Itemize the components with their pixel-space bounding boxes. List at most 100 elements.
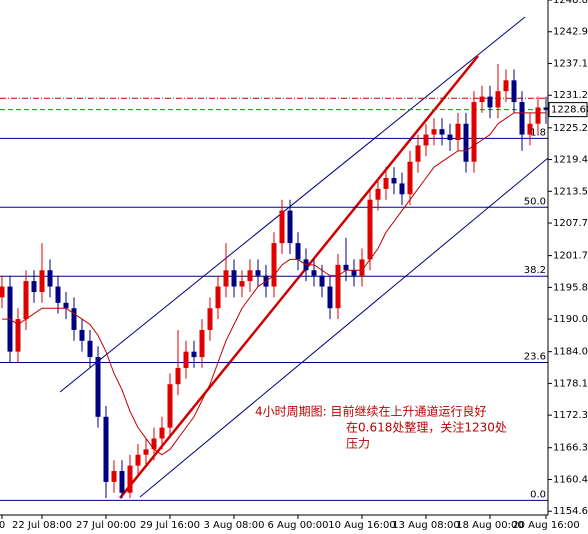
candle-body [15,319,21,352]
y-tick-label: 1172.30 [553,410,588,421]
x-tick-label: 22 Jul 08:00 [12,520,72,531]
y-tick-label: 1178.15 [553,378,588,389]
annotation: 4小时周期图: 目前继续在上升通道运行良好 [255,404,487,419]
y-tick-label: 1225.25 [553,123,588,134]
y-tick-label: 1195.85 [553,282,588,293]
candle-body [207,308,213,330]
candle-body [335,264,341,309]
candle-body [79,329,85,341]
candle-body [215,286,221,309]
candle-body [255,270,261,276]
candle-body [487,96,493,108]
candle-body [479,96,485,103]
candle-body [271,243,277,287]
y-tick-label: 1160.45 [553,474,588,485]
channel-upper [59,16,526,393]
fib-label: 0.0 [530,489,546,500]
candle-body [407,161,413,195]
candle-body [47,270,53,287]
candle-body [415,145,421,162]
x-tick-label: 10 Aug 16:00 [328,520,395,531]
candle-body [463,123,469,162]
y-tick-label: 1154.60 [553,506,588,517]
last-price-box [548,102,588,118]
x-tick-label: 6 Aug 00:00 [267,520,328,531]
candle-body [143,449,149,455]
candle-body [279,210,285,244]
candle-body [319,275,325,287]
fib-label: 1.8 [530,127,546,138]
y-tick-label: 1201.70 [553,251,588,262]
candle-body [63,302,69,309]
candle-body [247,270,253,282]
y-tick-label: 1219.40 [553,155,588,166]
candle-body [311,270,317,276]
candle-body [495,91,501,108]
candle-body [511,80,517,103]
y-tick-label: 1231.25 [553,90,588,101]
x-tick-label: 18 Aug 00:00 [456,520,523,531]
y-tick-label: 1248.80 [553,0,588,6]
candle-body [375,188,381,200]
candle-body [535,107,541,124]
candle-body [175,367,181,385]
candle-body [87,340,93,358]
candle-body [183,351,189,368]
candle-body [231,270,237,287]
annotation: 压力 [346,437,370,451]
candle-body [527,123,533,135]
candle-body [503,80,509,92]
candle-body [127,465,133,493]
trend-line [119,55,479,499]
candle-body [23,281,29,320]
candle-body [447,134,453,141]
candle-body [119,471,125,493]
x-tick-label: 20 Aug 16:00 [512,520,579,531]
candle-body [199,329,205,358]
annotation: 在0.618处整理，关注1230处 [346,420,507,435]
x-tick-label: 0 [0,520,5,531]
candle-body [295,243,301,260]
candle-body [31,281,37,292]
candle-body [55,286,61,303]
candle-body [367,199,373,260]
candle-body [439,129,445,135]
last-price-label: 1228.60 [551,105,588,116]
candle-body [391,177,397,184]
moving-average [2,112,546,456]
x-tick-label: 29 Jul 16:00 [140,520,200,531]
candle-body [359,259,365,276]
candle-body [159,427,165,439]
candle-body [191,351,197,358]
candle-body [151,438,157,450]
candle-body [39,270,45,292]
candle-body [431,129,437,135]
candle-body [383,177,389,189]
fib-label: 23.6 [524,352,546,363]
candle-body [519,102,525,135]
y-tick-label: 1184.00 [553,347,588,358]
candle-body [239,281,245,287]
candle-body [71,308,77,330]
candle-body [287,210,293,244]
y-tick-label: 1213.55 [553,186,588,197]
x-tick-label: 27 Jul 00:00 [76,520,136,531]
candle-body [343,264,349,271]
candle-body [455,123,461,141]
candle-body [103,416,109,482]
candle-body [95,357,101,417]
fib-label: 50.0 [524,196,546,207]
candle-body [135,454,141,466]
y-tick-label: 1242.95 [553,27,588,38]
y-tick-label: 1207.70 [553,218,588,229]
candle-body [327,286,333,309]
candle-body [0,286,5,298]
y-tick-label: 1166.30 [553,443,588,454]
candle-body [111,471,117,482]
candle-body [223,270,229,287]
candle-body [351,270,357,276]
y-tick-label: 1190.00 [553,314,588,325]
candle-body [471,102,477,162]
